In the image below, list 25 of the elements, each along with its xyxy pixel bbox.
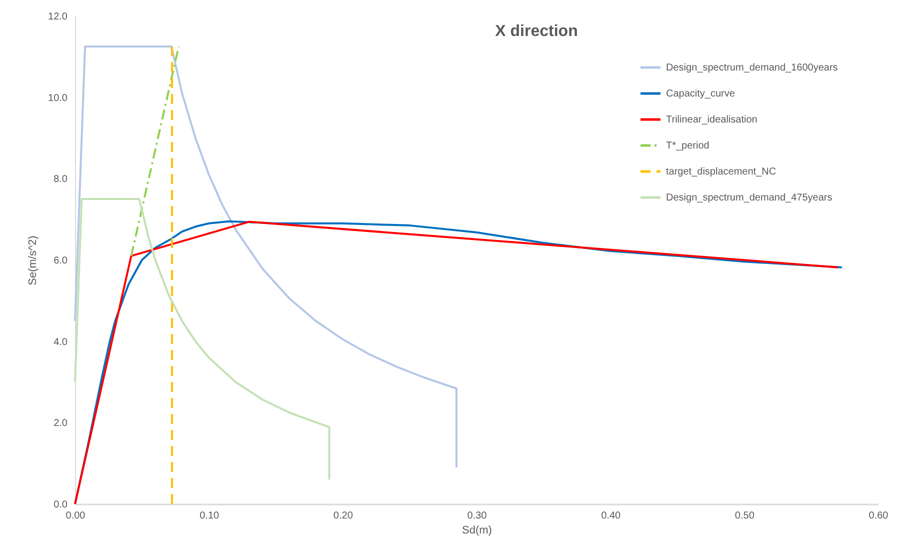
y-tick-label: 12.0	[48, 12, 68, 22]
line-series	[74, 46, 458, 468]
y-tick-label: 6.0	[54, 256, 68, 266]
x-axis-title: Sd(m)	[462, 524, 492, 536]
x-tick-label: 0.00	[66, 510, 86, 522]
x-tick-label: 0.60	[868, 510, 889, 522]
y-tick-label: 4.0	[54, 336, 68, 348]
legend-label: Capacity_curve	[666, 88, 736, 100]
y-tick-label: 8.0	[54, 174, 68, 186]
chart-title: X direction	[495, 23, 578, 40]
x-tick-label: 0.50	[734, 510, 755, 522]
y-tick-label: 2.0	[54, 418, 68, 430]
legend-label: Design_spectrum_demand_475years	[666, 192, 832, 204]
y-tick-label: 0.0	[54, 500, 68, 510]
y-axis-title: Se(m/s^2)	[27, 236, 40, 286]
legend-label: Trilinear_idealisation	[666, 114, 758, 126]
legend-label: T*_period	[666, 140, 710, 152]
x-tick-label: 0.10	[200, 510, 220, 522]
legend-label: target_displacement_NC	[666, 166, 776, 178]
x-tick-label: 0.30	[467, 510, 488, 522]
x-tick-label: 0.20	[333, 510, 354, 522]
y-tick-label: 10.0	[48, 92, 68, 104]
x-tick-label: 0.40	[601, 510, 621, 522]
legend-label: Design_spectrum_demand_1600years	[666, 62, 838, 74]
line-series	[74, 198, 330, 481]
